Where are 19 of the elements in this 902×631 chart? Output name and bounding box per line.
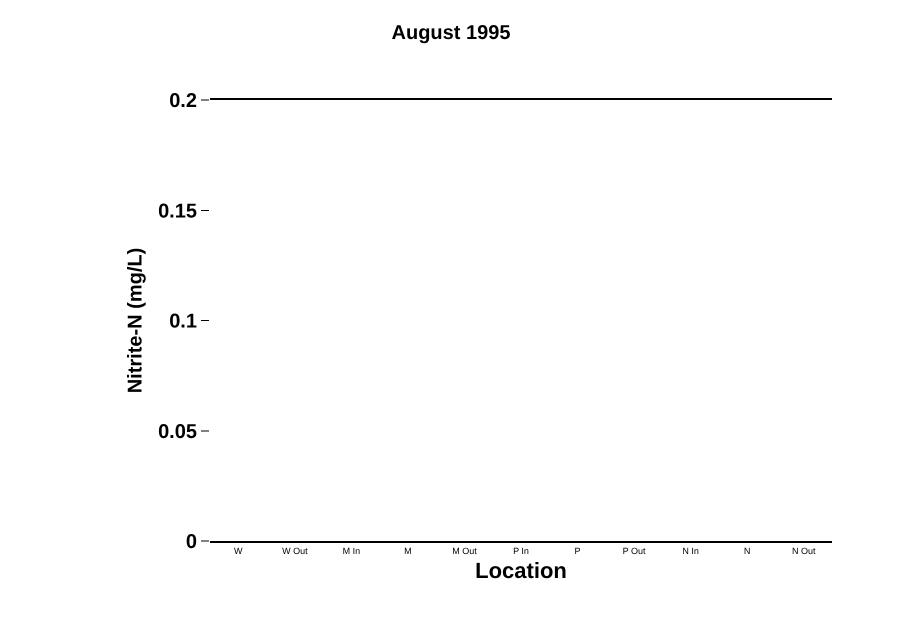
y-axis-title: Nitrite-N (mg/L) bbox=[124, 248, 147, 394]
x-tick-label: M Out bbox=[452, 546, 478, 556]
y-tick-label: 0 bbox=[186, 531, 197, 553]
chart-title: August 1995 bbox=[392, 22, 510, 44]
x-tick-label: N Out bbox=[792, 546, 816, 556]
x-tick-label: W Out bbox=[282, 546, 308, 556]
x-tick-label: N bbox=[744, 546, 750, 556]
x-axis-title: Location bbox=[475, 558, 567, 584]
y-tick-label: 0.2 bbox=[169, 90, 197, 112]
y-tick-label: 0.15 bbox=[158, 200, 197, 222]
x-tick-label: N In bbox=[682, 546, 699, 556]
x-tick-label: W bbox=[234, 546, 244, 556]
x-tick-label: M In bbox=[342, 546, 360, 556]
x-tick-label: P In bbox=[513, 546, 529, 556]
x-tick-label: P Out bbox=[622, 546, 646, 556]
x-tick-label: M bbox=[404, 546, 412, 556]
y-tick-label: 0.05 bbox=[158, 420, 197, 443]
x-tick-label: P bbox=[574, 546, 581, 556]
y-tick-label: 0.1 bbox=[169, 310, 197, 332]
